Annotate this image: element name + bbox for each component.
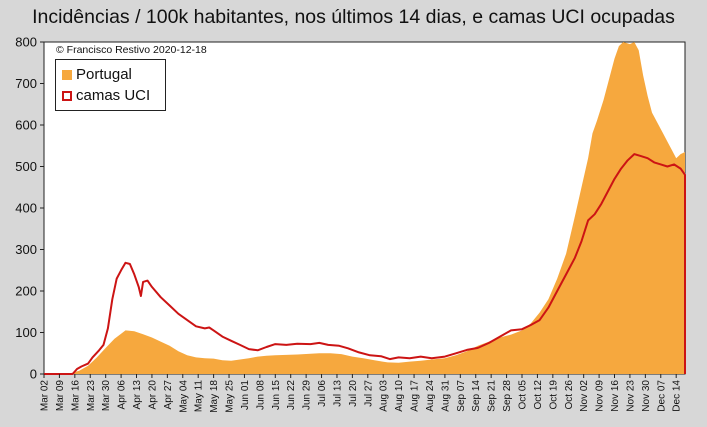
y-tick-label: 800 xyxy=(15,35,37,50)
y-tick-label: 500 xyxy=(15,159,37,174)
x-tick-label: May 25 xyxy=(225,380,236,413)
x-tick-label: Nov 16 xyxy=(610,380,621,412)
x-tick-label: May 11 xyxy=(194,380,205,412)
y-tick-label: 600 xyxy=(15,118,37,133)
x-tick-label: Oct 05 xyxy=(518,380,529,410)
x-tick-label: Dec 07 xyxy=(656,380,667,412)
x-tick-label: Jun 01 xyxy=(240,380,251,410)
x-tick-label: Aug 03 xyxy=(379,380,390,412)
x-tick-label: Mar 30 xyxy=(101,380,112,412)
y-tick-label: 100 xyxy=(15,325,37,340)
legend-swatch-uci xyxy=(62,91,72,101)
y-tick-label: 200 xyxy=(15,284,37,299)
legend-label-portugal: Portugal xyxy=(76,66,132,83)
y-tick-label: 400 xyxy=(15,201,37,216)
x-tick-label: Oct 19 xyxy=(548,380,559,410)
x-tick-label: Nov 30 xyxy=(641,380,652,412)
x-tick-label: Mar 02 xyxy=(40,380,51,412)
x-tick-label: May 18 xyxy=(209,380,220,413)
y-tick-label: 700 xyxy=(15,76,37,91)
x-tick-label: Oct 12 xyxy=(533,380,544,410)
x-tick-label: Sep 28 xyxy=(502,380,513,412)
x-tick-label: Aug 10 xyxy=(394,380,405,412)
x-tick-label: Nov 02 xyxy=(579,380,590,412)
x-tick-label: Dec 14 xyxy=(672,380,683,412)
x-tick-label: Oct 26 xyxy=(564,380,575,410)
legend-label-uci: camas UCI xyxy=(76,87,151,104)
x-tick-label: Jul 06 xyxy=(317,380,328,407)
x-tick-label: Jun 29 xyxy=(302,380,313,410)
x-tick-label: Mar 09 xyxy=(55,380,66,412)
series-line-camas-uci xyxy=(44,153,686,375)
legend-item-portugal: Portugal xyxy=(62,66,132,84)
x-tick-label: Apr 13 xyxy=(132,380,143,410)
x-tick-label: Aug 31 xyxy=(440,380,451,412)
x-tick-label: Apr 06 xyxy=(117,380,128,410)
series-area-portugal xyxy=(44,42,685,374)
x-tick-label: Apr 20 xyxy=(147,380,158,410)
x-tick-label: Jun 08 xyxy=(255,380,266,410)
x-tick-label: Sep 07 xyxy=(456,380,467,412)
x-tick-label: Mar 16 xyxy=(70,380,81,412)
x-tick-label: May 04 xyxy=(178,380,189,413)
uci-line-layer xyxy=(44,153,686,375)
legend: Portugal camas UCI xyxy=(55,59,166,111)
x-tick-label: Aug 24 xyxy=(425,380,436,412)
x-tick-label: Sep 21 xyxy=(487,380,498,412)
x-tick-label: Jul 27 xyxy=(363,380,374,407)
y-axis: 0 100 200 300 400 500 600 700 800 xyxy=(15,35,44,382)
x-tick-label: Jun 15 xyxy=(271,380,282,410)
copyright-note: © Francisco Restivo 2020-12-18 xyxy=(56,44,207,56)
x-axis: Mar 02 Mar 09 Mar 16 Mar 23 Mar 30 Apr 06 Apr … xyxy=(40,374,683,413)
x-tick-label: Aug 17 xyxy=(410,380,421,412)
legend-swatch-portugal xyxy=(62,70,72,80)
x-tick-label: Nov 23 xyxy=(625,380,636,412)
x-tick-label: Sep 14 xyxy=(471,380,482,412)
legend-item-uci: camas UCI xyxy=(62,87,150,105)
y-tick-label: 300 xyxy=(15,242,37,257)
x-tick-label: Jul 13 xyxy=(333,380,344,407)
y-tick-label: 0 xyxy=(30,367,37,382)
x-tick-label: Nov 09 xyxy=(595,380,606,412)
x-tick-label: Jul 20 xyxy=(348,380,359,407)
x-tick-label: Apr 27 xyxy=(163,380,174,410)
x-tick-label: Mar 23 xyxy=(86,380,97,412)
portugal-area-layer xyxy=(44,42,685,374)
chart-title: Incidências / 100k habitantes, nos últim… xyxy=(32,6,675,28)
x-tick-label: Jun 22 xyxy=(286,380,297,410)
